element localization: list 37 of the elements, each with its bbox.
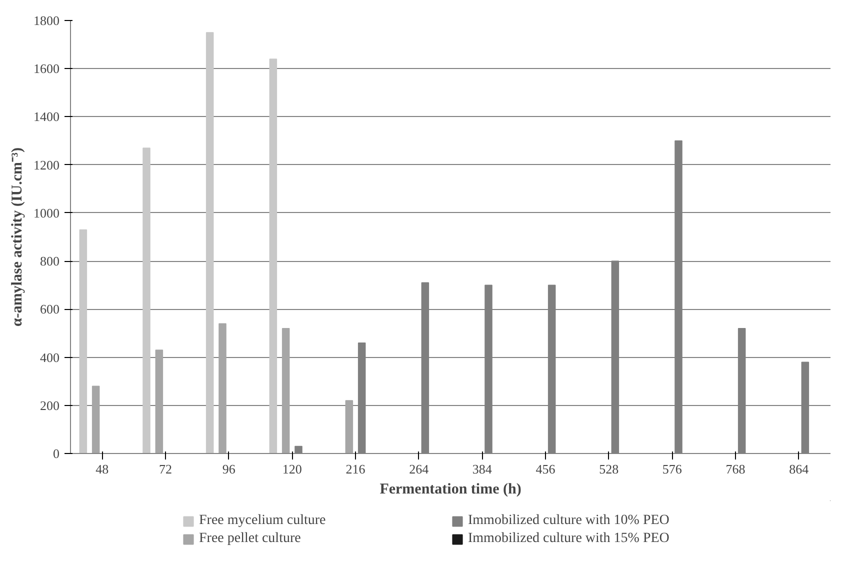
x-tick-label: 456 [536,462,556,476]
y-axis-title: α-amylase activity (IU.cm⁻³) [10,147,26,327]
legend-label: Immobilized culture with 15% PEO [468,531,670,547]
bar [345,400,354,454]
bar [142,148,150,454]
y-tick-label: 0 [53,446,60,461]
legend-label: Free mycelium culture [199,513,327,529]
y-tick-label: 200 [40,398,60,413]
bar [269,58,278,454]
y-tick-label: 800 [40,254,60,269]
bar [155,350,164,454]
x-tick-label: 384 [472,462,492,476]
x-tick-label: 576 [662,462,682,476]
x-tick-label: 264 [409,462,430,476]
legend-label: Free pellet culture [199,531,302,547]
x-axis-title: Fermentation time (h) [380,482,522,498]
x-tick-label: 864 [789,462,810,476]
bar [218,323,226,454]
y-tick-label: 1000 [34,205,60,220]
y-tick-label: 1200 [34,157,60,172]
x-tick-label: 528 [599,462,619,476]
x-tick-label: 120 [282,462,302,476]
y-tick-label: 1800 [34,13,60,28]
legend-label: Immobilized culture with 10% PEO [468,513,670,529]
x-tick-label: 216 [346,462,366,476]
y-tick-label: 1400 [34,109,60,124]
y-tick-label: 400 [40,350,60,365]
y-tick-label: 600 [40,302,60,317]
x-tick-label: 48 [96,462,109,476]
y-tick-label: 1600 [34,61,60,76]
x-tick-label: 768 [726,462,746,476]
x-tick-label: 96 [222,462,236,476]
bar [79,229,88,454]
bar [282,328,290,454]
bar [92,386,100,454]
x-tick-label: 72 [159,462,172,476]
bar [206,32,214,454]
